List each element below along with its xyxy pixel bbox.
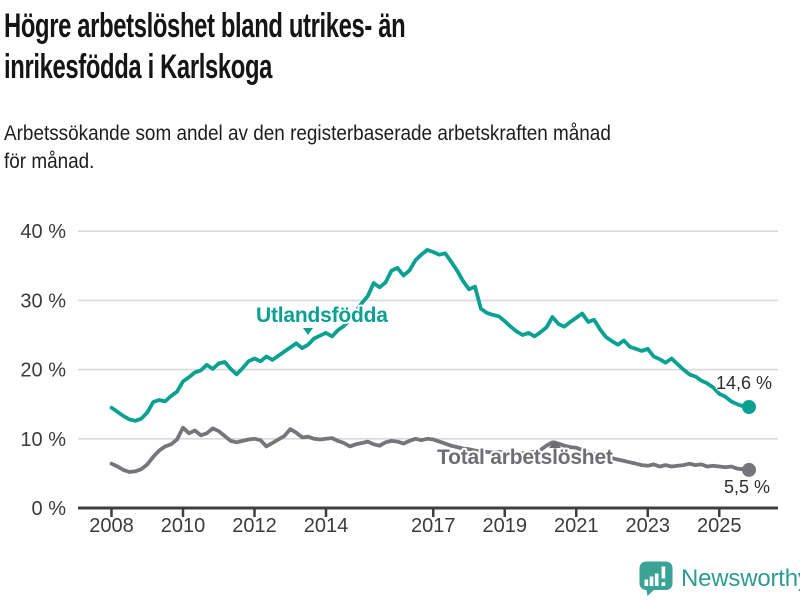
end-value-utlandsfodda: 14,6 % [715, 373, 772, 393]
logo-text: Newsworthy [681, 564, 800, 592]
page-title: Högre arbetslöshet bland utrikes- än inr… [4, 6, 406, 88]
x-tick-label: 2014 [304, 515, 349, 537]
series-label-utlandsfodda: Utlandsfödda [256, 304, 388, 327]
end-value-total: 5,5 % [723, 477, 770, 497]
subtitle-line-1: Arbetssökande som andel av den registerb… [4, 121, 611, 145]
series-line-total [109, 425, 751, 474]
x-tick-label: 2017 [411, 515, 456, 537]
x-tick-label: 2021 [554, 515, 599, 537]
line-chart: 2008 2010 2012 2014 2017 2019 2021 2023 2025 0 % 1… [20, 221, 778, 537]
series-label-total-arbetsloshet: Total arbetslöshet [437, 446, 613, 469]
bar-chart-badge-icon [639, 561, 673, 596]
x-tick-label: 2019 [483, 515, 528, 537]
x-tick-label: 2010 [161, 515, 206, 537]
x-tick-label: 2025 [697, 515, 742, 537]
newsworthy-logo: Newsworthy [639, 561, 800, 596]
title-line-1: Högre arbetslöshet bland utrikes- än [4, 7, 406, 45]
x-tick-label: 2008 [89, 515, 134, 537]
subtitle-line-2: för månad. [4, 149, 95, 173]
x-tick-label: 2023 [626, 515, 671, 537]
series-line-utlandsfodda [109, 247, 751, 423]
series-end-dot [742, 400, 756, 414]
x-tick-label: 2012 [232, 515, 277, 537]
label-pointer-up-icon [549, 440, 561, 448]
title-line-2: inrikesfödda i Karlskoga [4, 48, 273, 86]
y-tick-label: 10 % [20, 429, 66, 451]
y-tick-label: 30 % [20, 290, 66, 312]
chart-subtitle: Arbetssökande som andel av den registerb… [4, 119, 611, 175]
y-tick-label: 20 % [20, 360, 66, 382]
y-tick-label: 0 % [32, 498, 67, 520]
series-end-dot [742, 462, 756, 477]
y-tick-label: 40 % [20, 221, 66, 243]
label-pointer-down-icon [303, 328, 313, 335]
